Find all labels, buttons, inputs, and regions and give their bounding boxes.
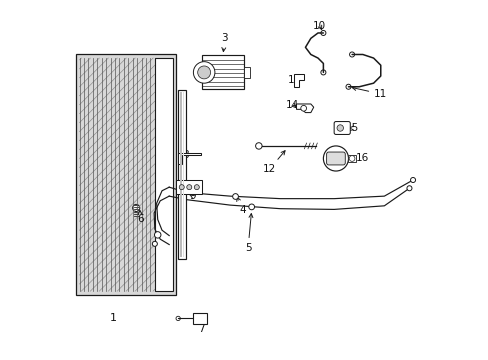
Text: 15: 15 bbox=[345, 123, 358, 133]
Text: 6: 6 bbox=[137, 211, 143, 224]
Bar bbox=[348, 155, 355, 162]
Bar bbox=[192, 313, 206, 324]
Text: 14: 14 bbox=[285, 100, 299, 110]
Circle shape bbox=[248, 204, 254, 210]
Circle shape bbox=[154, 231, 161, 238]
Circle shape bbox=[232, 194, 238, 199]
Bar bbox=[76, 54, 176, 295]
Bar bbox=[178, 90, 185, 259]
Circle shape bbox=[194, 316, 198, 320]
Circle shape bbox=[197, 66, 210, 79]
Bar bbox=[179, 92, 182, 257]
Text: 5: 5 bbox=[244, 213, 252, 253]
Bar bbox=[155, 58, 172, 291]
Circle shape bbox=[176, 316, 180, 320]
Circle shape bbox=[255, 143, 262, 149]
Circle shape bbox=[194, 185, 199, 190]
Polygon shape bbox=[296, 104, 313, 113]
Circle shape bbox=[320, 70, 325, 75]
Polygon shape bbox=[293, 74, 304, 87]
Circle shape bbox=[346, 84, 350, 89]
Circle shape bbox=[300, 105, 306, 111]
Circle shape bbox=[336, 125, 343, 131]
Bar bbox=[243, 67, 249, 78]
Text: 4: 4 bbox=[236, 197, 245, 216]
Text: 12: 12 bbox=[263, 151, 285, 174]
Text: 2: 2 bbox=[178, 152, 184, 169]
Circle shape bbox=[179, 185, 184, 190]
Text: 10: 10 bbox=[313, 21, 325, 31]
Text: 3: 3 bbox=[221, 33, 227, 51]
Circle shape bbox=[406, 186, 411, 191]
Text: 1: 1 bbox=[110, 313, 117, 323]
Bar bbox=[202, 55, 243, 89]
Circle shape bbox=[320, 31, 325, 36]
Circle shape bbox=[186, 185, 191, 190]
FancyBboxPatch shape bbox=[326, 152, 345, 165]
Circle shape bbox=[410, 177, 415, 183]
Text: 11: 11 bbox=[351, 86, 386, 99]
Circle shape bbox=[193, 62, 214, 83]
FancyBboxPatch shape bbox=[333, 122, 349, 134]
Text: 13: 13 bbox=[287, 75, 301, 85]
Text: 16: 16 bbox=[349, 153, 369, 163]
Circle shape bbox=[132, 204, 140, 212]
Circle shape bbox=[348, 156, 354, 161]
Circle shape bbox=[200, 316, 204, 320]
Circle shape bbox=[323, 146, 348, 171]
Text: 9: 9 bbox=[189, 191, 195, 201]
Bar bbox=[176, 180, 202, 194]
Circle shape bbox=[349, 52, 354, 57]
Text: 8: 8 bbox=[179, 150, 188, 160]
Text: 7: 7 bbox=[198, 319, 206, 334]
Circle shape bbox=[152, 241, 157, 246]
Polygon shape bbox=[178, 153, 201, 164]
